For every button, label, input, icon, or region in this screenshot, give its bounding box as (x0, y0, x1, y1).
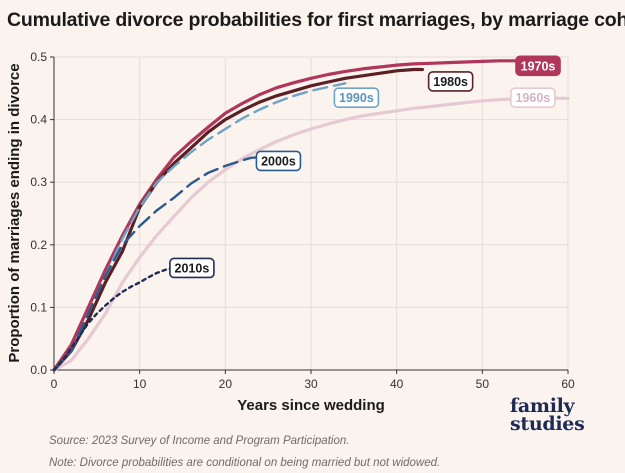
label-box-1980s (427, 71, 474, 92)
x-axis-label: Years since wedding (237, 397, 385, 414)
y-tick-label: 0.4 (30, 113, 47, 127)
x-tick-label: 10 (133, 377, 147, 391)
series-line-1960s (52, 96, 570, 372)
label-2010s: 2010s (175, 261, 210, 275)
source-note: Source: 2023 Survey of Income and Progra… (49, 435, 350, 447)
x-tick-label: 40 (390, 377, 404, 391)
label-1960s: 1960s (515, 91, 550, 105)
logo-line-2: studies (510, 413, 585, 435)
y-tick-label: 0.5 (30, 50, 47, 64)
logo-line-1: family (510, 395, 575, 417)
label-box-1970s (515, 55, 561, 77)
series-line-1970s (52, 59, 519, 372)
label-1980s: 1980s (433, 75, 468, 89)
y-tick-label: 0.1 (30, 300, 47, 314)
label-box-1960s (510, 87, 556, 108)
label-box-1990s (333, 87, 380, 108)
y-tick-label: 0.3 (30, 175, 47, 189)
series-line-2000s (52, 156, 261, 372)
x-tick-label: 20 (219, 377, 233, 391)
y-tick-label: 0.0 (30, 363, 47, 377)
x-tick-label: 0 (51, 377, 58, 391)
x-tick-label: 60 (561, 377, 575, 391)
y-tick-label: 0.2 (30, 238, 47, 252)
series-line-1980s (52, 67, 424, 372)
label-1990s: 1990s (339, 91, 374, 105)
family-studies-logo: family studies (510, 395, 585, 435)
series-labels: 1970s 1980s 1990s 1960s 2000s 2010s (169, 55, 561, 279)
label-1970s: 1970s (521, 59, 556, 73)
x-tick-label: 50 (476, 377, 490, 391)
series-line-2010s (52, 266, 176, 372)
label-box-2000s (255, 150, 302, 172)
footnote: Note: Divorce probabilities are conditio… (49, 457, 441, 469)
x-tick-label: 30 (304, 377, 318, 391)
series-lines (52, 59, 570, 372)
gridlines (54, 56, 569, 370)
chart-title: Cumulative divorce probabilities for fir… (7, 9, 625, 31)
y-axis-label: Proportion of marriages ending in divorc… (6, 63, 23, 362)
axes: 0.0 0.1 0.2 0.3 0.4 0.5 0 10 20 30 40 50 60 (30, 50, 575, 391)
label-2000s: 2000s (261, 154, 296, 168)
series-line-1990s (52, 82, 347, 372)
label-box-2010s (169, 257, 215, 279)
